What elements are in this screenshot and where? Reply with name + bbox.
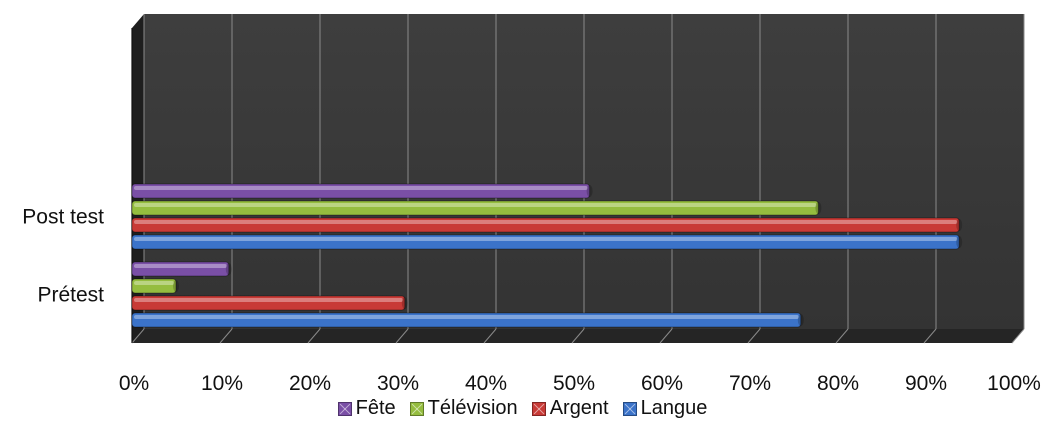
bar-highlight	[134, 315, 799, 319]
gridline-floor	[1011, 328, 1025, 344]
gridline-floor	[659, 328, 673, 344]
bar-cap	[815, 202, 822, 214]
bar	[131, 200, 822, 216]
bar-face	[131, 217, 960, 233]
gridline-floor	[835, 328, 849, 344]
bar-face	[131, 183, 591, 199]
x-tick-label: 80%	[817, 372, 859, 395]
bar-face	[131, 200, 819, 216]
legend-item: Argent	[531, 396, 609, 421]
legend-item: Langue	[622, 396, 708, 421]
bars	[131, 183, 963, 328]
bar-face	[131, 278, 177, 294]
gridline-floor	[923, 328, 937, 344]
gridline-floor	[483, 328, 497, 344]
gridline-floor	[571, 328, 585, 344]
gridline-floor	[307, 328, 321, 344]
bar-cap	[956, 236, 963, 248]
bar-cap	[173, 280, 179, 292]
bar-highlight	[134, 203, 817, 207]
legend-label: Fête	[355, 397, 396, 419]
gridline-floor	[131, 328, 145, 344]
bar-highlight	[134, 264, 227, 268]
bar-face	[131, 234, 960, 250]
x-tick-label: 100%	[987, 372, 1041, 395]
legend-item: Fête	[337, 396, 396, 421]
bar-cap	[401, 297, 408, 309]
x-tick-label: 30%	[377, 372, 419, 395]
category-label: Post test	[22, 206, 104, 229]
bar	[131, 183, 593, 199]
legend-swatch	[622, 401, 637, 416]
legend-item: Télévision	[409, 396, 518, 421]
gridline-floor	[219, 328, 233, 344]
legend-swatch	[337, 401, 352, 416]
bar	[131, 234, 963, 250]
bar	[131, 217, 963, 233]
bar-cap	[797, 314, 804, 326]
bar	[131, 278, 179, 294]
bar-face	[131, 312, 802, 328]
x-tick-label: 70%	[729, 372, 771, 395]
plot-area	[131, 14, 1025, 344]
x-tick-label: 20%	[289, 372, 331, 395]
legend: Fête Télévision Argent Langue	[0, 396, 1045, 421]
bar-cap	[586, 185, 593, 197]
legend-swatch	[531, 401, 546, 416]
bar-highlight	[134, 298, 403, 302]
bar-cap	[956, 219, 963, 231]
bar	[131, 261, 232, 277]
bar-highlight	[134, 281, 174, 285]
bar	[131, 295, 408, 311]
x-tick-label: 10%	[201, 372, 243, 395]
bar	[131, 312, 804, 328]
bar-face	[131, 295, 406, 311]
legend-label: Argent	[549, 397, 609, 419]
category-label: Prétest	[37, 284, 104, 307]
labels: 0% 10% 20% 30% 40% 50% 60% 70% 80% 90% 100% Prétest…	[22, 206, 1041, 396]
gridline-floor	[395, 328, 409, 344]
bar-cap	[225, 263, 232, 275]
bar-highlight	[134, 237, 958, 241]
legend-label: Télévision	[427, 397, 518, 419]
x-tick-label: 0%	[119, 372, 149, 395]
bar-highlight	[134, 186, 588, 190]
bar-face	[131, 261, 230, 277]
legend-label: Langue	[640, 397, 708, 419]
x-tick-label: 60%	[641, 372, 683, 395]
x-tick-label: 40%	[465, 372, 507, 395]
gridline-floor	[747, 328, 761, 344]
x-tick-label: 90%	[905, 372, 947, 395]
side-wall	[132, 14, 144, 343]
x-tick-label: 50%	[553, 372, 595, 395]
bar-highlight	[134, 220, 958, 224]
legend-swatch	[409, 401, 424, 416]
